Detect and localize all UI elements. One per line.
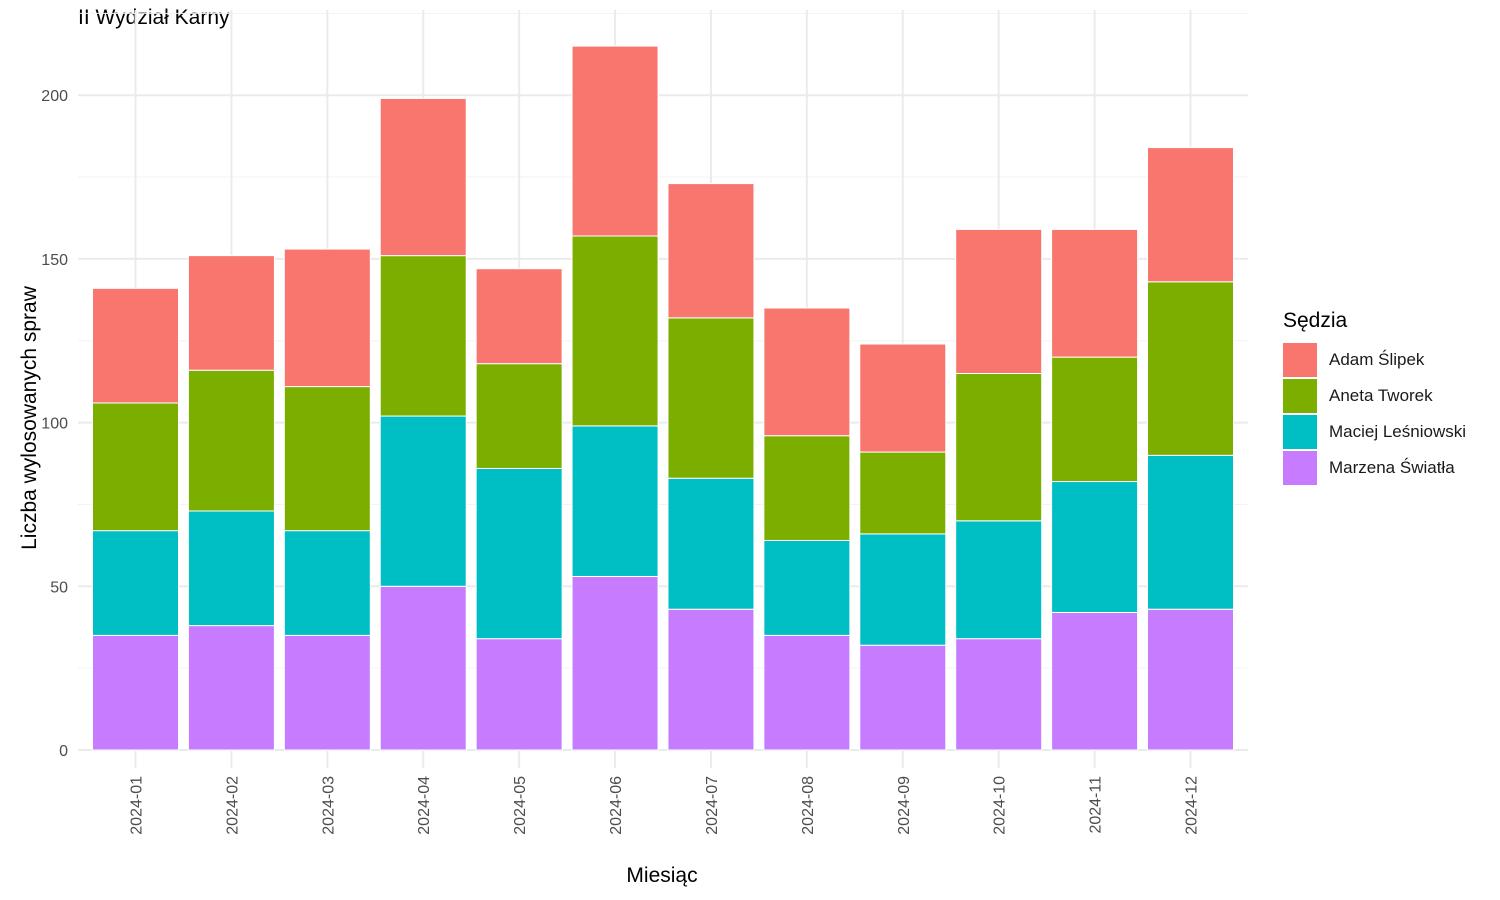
bar-segment bbox=[955, 638, 1043, 751]
legend-item: Aneta Tworek bbox=[1283, 378, 1433, 414]
x-tick-label: 2024-12 bbox=[1184, 776, 1201, 835]
y-tick-label: 50 bbox=[50, 579, 68, 596]
bar-segment bbox=[763, 634, 851, 751]
legend-swatch bbox=[1283, 451, 1317, 485]
bar-segment bbox=[187, 625, 275, 751]
bar-segment bbox=[283, 530, 371, 636]
x-tick-label: 2024-02 bbox=[224, 776, 241, 835]
legend-label: Maciej Leśniowski bbox=[1329, 422, 1466, 441]
y-tick-label: 0 bbox=[59, 743, 68, 760]
x-tick-label: 2024-07 bbox=[704, 776, 721, 835]
bar-segment bbox=[379, 255, 467, 417]
bar-segment bbox=[667, 608, 755, 751]
bar-segment bbox=[379, 585, 467, 751]
bar-segment bbox=[859, 343, 947, 453]
bar-segment bbox=[859, 644, 947, 751]
legend-label: Adam Ślipek bbox=[1329, 350, 1425, 369]
bar-segment bbox=[763, 539, 851, 636]
bar-segment bbox=[475, 363, 563, 469]
x-tick-label: 2024-08 bbox=[800, 776, 817, 835]
bar-segment bbox=[283, 386, 371, 532]
bar-segment bbox=[379, 97, 467, 257]
bar-segment bbox=[92, 634, 179, 751]
y-tick-label: 200 bbox=[41, 88, 68, 105]
bar-segment bbox=[1051, 611, 1139, 751]
bar-segment bbox=[571, 235, 659, 427]
y-axis-label: Liczba wylosowanych spraw bbox=[18, 286, 41, 550]
legend-swatch bbox=[1283, 415, 1317, 449]
bar-segment bbox=[1147, 281, 1235, 456]
legend-label: Aneta Tworek bbox=[1329, 386, 1433, 405]
x-tick-label: 2024-10 bbox=[992, 776, 1009, 835]
bar-segment bbox=[667, 183, 755, 319]
x-tick-label: 2024-01 bbox=[129, 776, 146, 835]
legend-swatch bbox=[1283, 343, 1317, 377]
legend-swatch bbox=[1283, 379, 1317, 413]
bar-segment bbox=[379, 415, 467, 587]
bar-segment bbox=[667, 317, 755, 479]
legend-label: Marzena Światła bbox=[1329, 458, 1455, 477]
bar-segment bbox=[475, 638, 563, 751]
bar-segment bbox=[92, 402, 179, 532]
bar-segment bbox=[1147, 147, 1235, 283]
bar-segment bbox=[1147, 608, 1235, 751]
x-tick-label: 2024-06 bbox=[608, 776, 625, 835]
bar-segment bbox=[283, 634, 371, 751]
bar-segment bbox=[1051, 356, 1139, 483]
bar-segment bbox=[763, 307, 851, 437]
bar-segment bbox=[92, 287, 179, 404]
bar-segment bbox=[955, 228, 1043, 374]
bar-segment bbox=[1051, 481, 1139, 613]
bar-segment bbox=[187, 255, 275, 371]
y-tick-label: 150 bbox=[41, 252, 68, 269]
bar-segment bbox=[571, 45, 659, 237]
bar-segment bbox=[859, 451, 947, 535]
x-axis-label: Miesiąc bbox=[626, 864, 698, 887]
x-tick-label: 2024-11 bbox=[1088, 776, 1105, 834]
x-tick-label: 2024-03 bbox=[320, 776, 337, 835]
legend-title: Sędzia bbox=[1283, 309, 1348, 332]
bar-segment bbox=[859, 533, 947, 646]
bar-segment bbox=[475, 467, 563, 640]
bar-segment bbox=[92, 530, 179, 636]
x-tick-label: 2024-05 bbox=[512, 776, 529, 835]
bar-segment bbox=[187, 369, 275, 512]
bar-segment bbox=[571, 575, 659, 751]
legend-item: Adam Ślipek bbox=[1283, 342, 1424, 378]
bar-segment bbox=[955, 520, 1043, 640]
legend-item: Marzena Światła bbox=[1283, 450, 1455, 486]
bar-segment bbox=[187, 510, 275, 627]
bar-segment bbox=[667, 477, 755, 610]
bar-segment bbox=[1147, 454, 1235, 610]
bar-segment bbox=[1051, 228, 1139, 358]
bar-segment bbox=[763, 435, 851, 541]
bar-segment bbox=[475, 268, 563, 365]
bar-segment bbox=[571, 425, 659, 577]
bar-segment bbox=[283, 248, 371, 388]
x-tick-label: 2024-09 bbox=[896, 776, 913, 835]
chart-title: II Wydział Karny bbox=[78, 6, 230, 29]
bar-segment bbox=[955, 372, 1043, 522]
x-tick-label: 2024-04 bbox=[416, 776, 433, 835]
legend-item: Maciej Leśniowski bbox=[1283, 414, 1466, 450]
y-tick-label: 100 bbox=[41, 416, 68, 433]
